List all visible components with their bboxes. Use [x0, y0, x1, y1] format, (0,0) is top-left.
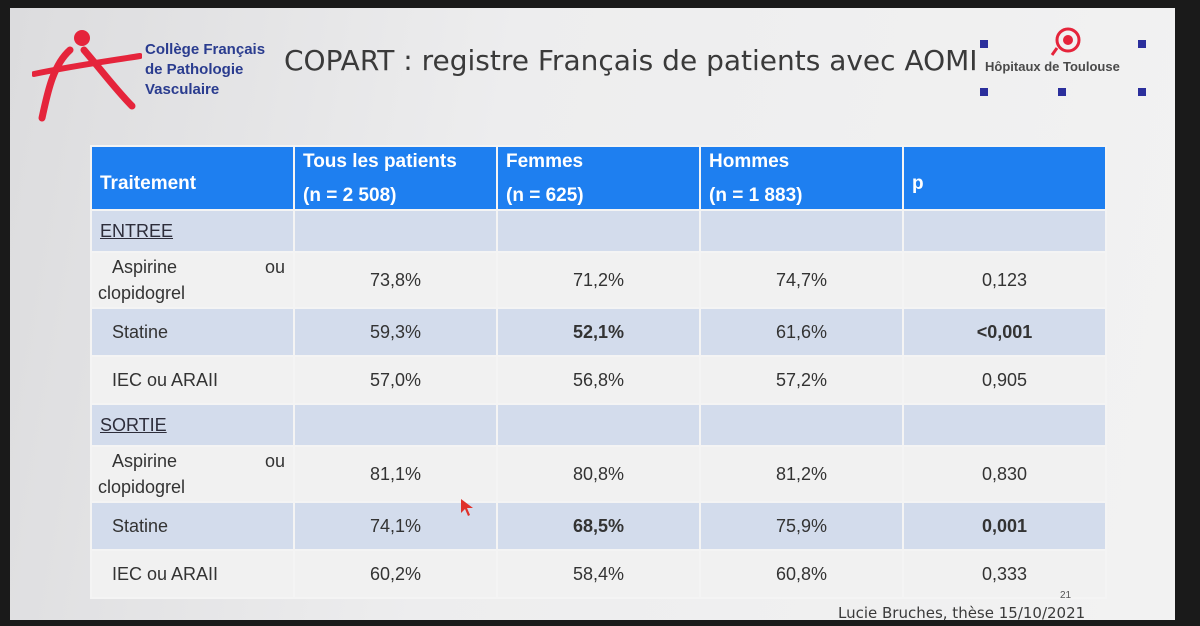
table-row: IEC ou ARAII 60,2% 58,4% 60,8% 0,333: [90, 549, 1107, 599]
section-label-entree: ENTREE: [90, 209, 295, 253]
slide-title: COPART : registre Français de patients a…: [284, 44, 978, 77]
cell-hommes: 61,6%: [699, 307, 904, 357]
cell-p: 0,001: [902, 501, 1107, 551]
cfpv-line-2: de Pathologie: [145, 61, 244, 78]
row-label: Aspirine ou clopidogrel: [90, 251, 295, 309]
header-femmes: Femmes (n = 625): [496, 145, 701, 211]
cell-p: 0,333: [902, 549, 1107, 599]
hdt-name: Hôpitaux de Toulouse: [985, 59, 1120, 74]
cell-hommes: 57,2%: [699, 355, 904, 405]
cell-p: 0,830: [902, 445, 1107, 503]
cell-tous: 73,8%: [293, 251, 498, 309]
cell-femmes: 52,1%: [496, 307, 701, 357]
header-traitement: Traitement: [90, 145, 295, 211]
table-row: IEC ou ARAII 57,0% 56,8% 57,2% 0,905: [90, 355, 1107, 405]
cell-tous: 81,1%: [293, 445, 498, 503]
header-p: p: [902, 145, 1107, 211]
cell-p: <0,001: [902, 307, 1107, 357]
ribbon-figure-icon: [32, 30, 142, 122]
row-label: IEC ou ARAII: [90, 355, 295, 405]
mouse-pointer-icon: [461, 499, 473, 516]
cell-hommes: 75,9%: [699, 501, 904, 551]
table-row: Aspirine ou clopidogrel 73,8% 71,2% 74,7…: [90, 251, 1107, 309]
cfpv-logo: Collège Français de Pathologie Vasculair…: [32, 26, 272, 126]
selection-handle-icon[interactable]: [980, 40, 988, 48]
footer-credit: Lucie Bruches, thèse 15/10/2021: [838, 604, 1086, 620]
selection-handle-icon[interactable]: [1058, 88, 1066, 96]
section-label-sortie: SORTIE: [90, 403, 295, 447]
hdt-emblem-icon: [1050, 27, 1081, 56]
cell-femmes: 71,2%: [496, 251, 701, 309]
hopitaux-toulouse-logo: Hôpitaux de Toulouse: [980, 26, 1160, 106]
row-label: Statine: [90, 501, 295, 551]
cell-tous: 59,3%: [293, 307, 498, 357]
section-row-entree: ENTREE: [90, 209, 1107, 253]
cell-femmes: 56,8%: [496, 355, 701, 405]
table-header-row: Traitement Tous les patients (n = 2 508)…: [90, 145, 1107, 211]
cell-hommes: 74,7%: [699, 251, 904, 309]
cfpv-line-1: Collège Français: [145, 41, 266, 58]
slide-number: 21: [1060, 590, 1072, 601]
cell-tous: 74,1%: [293, 501, 498, 551]
header-tous-patients: Tous les patients (n = 2 508): [293, 145, 498, 211]
slide: Collège Français de Pathologie Vasculair…: [10, 8, 1175, 620]
header-hommes: Hommes (n = 1 883): [699, 145, 904, 211]
table-row: Statine 74,1% 68,5% 75,9% 0,001: [90, 501, 1107, 551]
row-label: Aspirine ou clopidogrel: [90, 445, 295, 503]
selection-handle-icon[interactable]: [980, 88, 988, 96]
row-label: Statine: [90, 307, 295, 357]
cell-hommes: 81,2%: [699, 445, 904, 503]
cell-femmes: 58,4%: [496, 549, 701, 599]
treatment-table: Traitement Tous les patients (n = 2 508)…: [90, 145, 1107, 599]
selection-handle-icon[interactable]: [1138, 40, 1146, 48]
cell-tous: 60,2%: [293, 549, 498, 599]
table-row: Statine 59,3% 52,1% 61,6% <0,001: [90, 307, 1107, 357]
table-row: Aspirine ou clopidogrel 81,1% 80,8% 81,2…: [90, 445, 1107, 503]
selection-handle-icon[interactable]: [1138, 88, 1146, 96]
cell-femmes: 68,5%: [496, 501, 701, 551]
cell-tous: 57,0%: [293, 355, 498, 405]
cell-p: 0,905: [902, 355, 1107, 405]
row-label: IEC ou ARAII: [90, 549, 295, 599]
cell-p: 0,123: [902, 251, 1107, 309]
section-row-sortie: SORTIE: [90, 403, 1107, 447]
cfpv-logo-text: Collège Français de Pathologie Vasculair…: [145, 40, 265, 100]
cell-hommes: 60,8%: [699, 549, 904, 599]
cell-femmes: 80,8%: [496, 445, 701, 503]
cfpv-line-3: Vasculaire: [145, 81, 220, 98]
